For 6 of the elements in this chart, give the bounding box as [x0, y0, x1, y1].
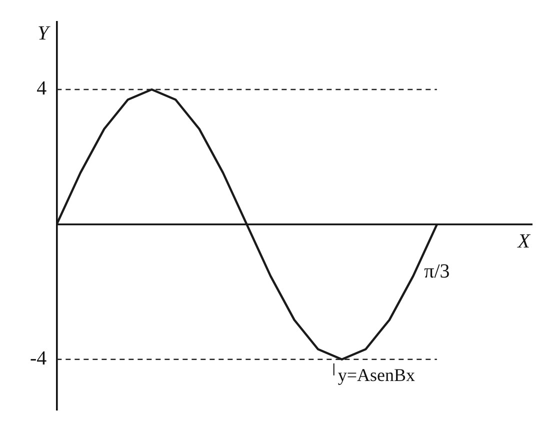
- y-axis-title: Y: [38, 22, 51, 44]
- annotation: y=AsenBx: [338, 365, 416, 386]
- y-tick-label: -4: [30, 348, 47, 370]
- x-axis-title: X: [516, 230, 531, 253]
- y-tick-label: 4: [36, 78, 47, 100]
- x-tick-label: π/3: [424, 260, 450, 283]
